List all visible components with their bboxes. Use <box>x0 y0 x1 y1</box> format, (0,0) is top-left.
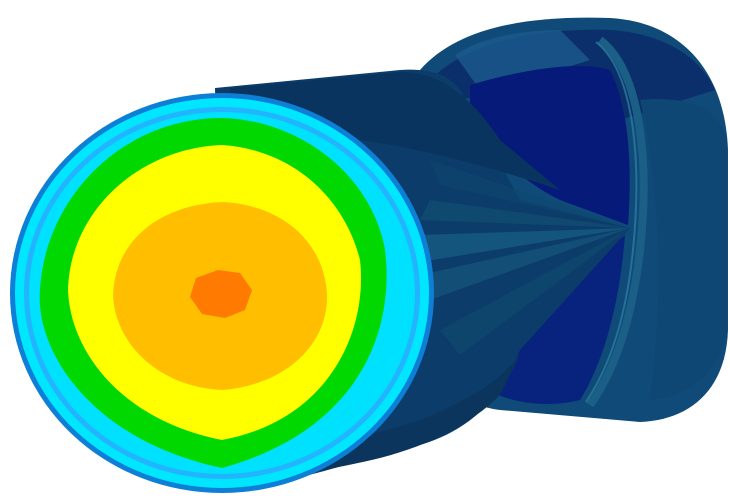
main-cylinder-upper-shade <box>230 72 560 190</box>
front-cap-contour <box>10 93 434 493</box>
flange-deep-region <box>470 65 630 225</box>
stress-streak-3 <box>420 200 630 228</box>
stress-streak-5 <box>430 160 630 228</box>
back-shaft-flare-left <box>455 30 590 90</box>
stress-streak-1 <box>420 228 630 262</box>
stress-streak-4 <box>440 228 630 355</box>
back-shaft-right-band <box>640 99 727 401</box>
cap-band-orange-core <box>190 270 252 318</box>
stress-streak-2 <box>420 228 630 300</box>
flange-ring-highlight <box>585 41 638 403</box>
flange-ring <box>586 36 648 408</box>
